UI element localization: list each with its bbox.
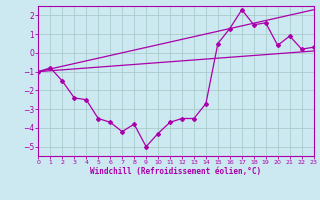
X-axis label: Windchill (Refroidissement éolien,°C): Windchill (Refroidissement éolien,°C) [91,167,261,176]
